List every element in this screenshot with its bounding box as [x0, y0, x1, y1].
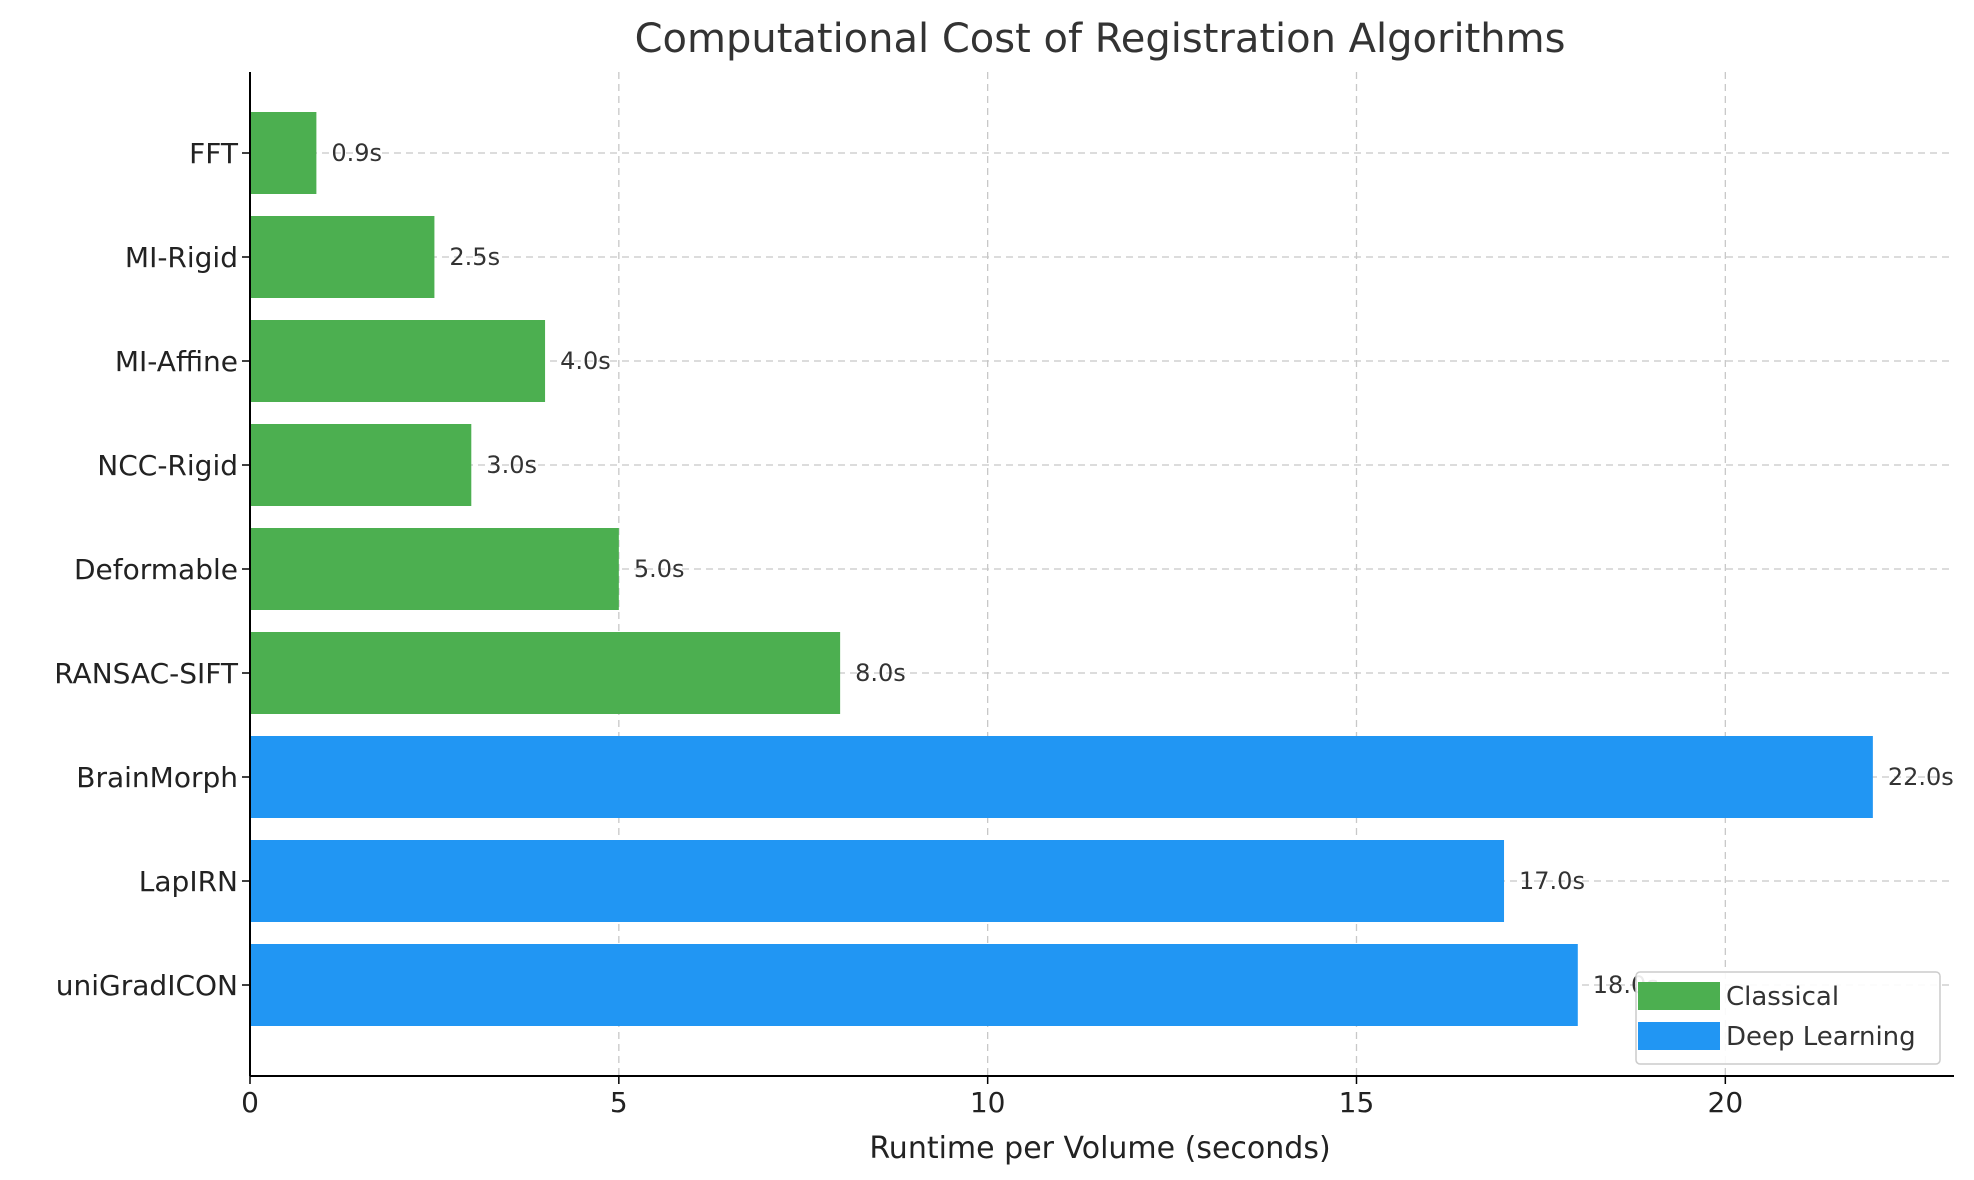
y-tick-label: FFT: [189, 137, 239, 170]
y-tick-label: Deformable: [74, 553, 238, 586]
data-label: 3.0s: [486, 451, 537, 479]
x-tick-label: 20: [1708, 1086, 1744, 1119]
data-label: 17.0s: [1519, 867, 1585, 895]
x-axis-label: Runtime per Volume (seconds): [869, 1131, 1330, 1166]
legend-label: Classical: [1726, 982, 1839, 1012]
y-tick-label: BrainMorph: [76, 761, 238, 794]
y-tick-labels: FFT MI-Rigid MI-Affine NCC-Rigid Deformable R…: [54, 137, 239, 1002]
bar-ransac-sift: [250, 632, 841, 714]
x-tick-label: 15: [1339, 1086, 1375, 1119]
chart-title: Computational Cost of Registration Algor…: [635, 16, 1566, 62]
data-label: 0.9s: [331, 139, 382, 167]
y-tick-label: MI-Affine: [115, 345, 238, 378]
y-tick-label: LapIRN: [139, 865, 238, 898]
bar-lapirn: [250, 840, 1505, 922]
x-tick-label: 10: [970, 1086, 1006, 1119]
data-label: 2.5s: [449, 243, 500, 271]
x-tick-label: 5: [610, 1086, 628, 1119]
legend: Classical Deep Learning: [1635, 971, 1941, 1065]
bar-brainmorph: [250, 736, 1873, 818]
x-tick-label: 0: [241, 1086, 259, 1119]
y-tick-label: MI-Rigid: [125, 241, 238, 274]
legend-label: Deep Learning: [1726, 1022, 1916, 1052]
bars: [250, 112, 1873, 1026]
y-tick-label: RANSAC-SIFT: [54, 657, 239, 690]
y-tick-label: NCC-Rigid: [97, 449, 238, 482]
data-label: 22.0s: [1888, 763, 1954, 791]
axes: [242, 72, 1954, 1084]
bar-mi-rigid: [250, 216, 435, 298]
bar-mi-affine: [250, 320, 546, 402]
bar-ncc-rigid: [250, 424, 472, 506]
data-label: 4.0s: [560, 347, 611, 375]
data-label: 5.0s: [634, 555, 685, 583]
bar-fft: [250, 112, 317, 194]
x-tick-labels: 0 5 10 15 20: [241, 1086, 1743, 1119]
bar-unigradicon: [250, 944, 1578, 1026]
y-tick-label: uniGradICON: [56, 969, 238, 1002]
bar-deformable: [250, 528, 619, 610]
legend-swatch: [1638, 1022, 1720, 1050]
legend-swatch: [1638, 982, 1720, 1010]
data-label: 8.0s: [855, 659, 906, 687]
